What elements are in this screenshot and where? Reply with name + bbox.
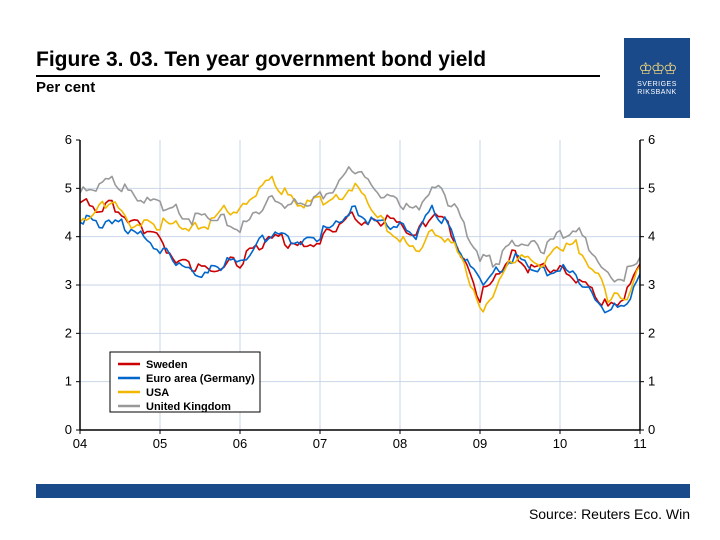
svg-text:06: 06 [233, 436, 247, 451]
crown-icon: ♔♔♔ [638, 59, 675, 79]
svg-text:5: 5 [65, 180, 72, 195]
figure-subtitle: Per cent [36, 79, 600, 96]
svg-text:10: 10 [553, 436, 567, 451]
svg-text:2: 2 [65, 325, 72, 340]
logo-line2: RIKSBANK [637, 89, 676, 96]
svg-text:4: 4 [65, 229, 72, 244]
svg-text:05: 05 [153, 436, 167, 451]
svg-text:United Kingdom: United Kingdom [146, 401, 231, 413]
riksbank-logo: ♔♔♔ SVERIGES RIKSBANK [624, 38, 690, 118]
svg-text:5: 5 [648, 180, 655, 195]
svg-text:0: 0 [65, 422, 72, 437]
svg-text:07: 07 [313, 436, 327, 451]
svg-text:4: 4 [648, 229, 655, 244]
svg-text:0: 0 [648, 422, 655, 437]
svg-text:08: 08 [393, 436, 407, 451]
svg-text:USA: USA [146, 387, 169, 399]
svg-text:Sweden: Sweden [146, 359, 188, 371]
logo-line1: SVERIGES [637, 81, 677, 88]
figure-title: Figure 3. 03. Ten year government bond y… [36, 48, 600, 77]
footer-bar [36, 484, 690, 498]
svg-text:6: 6 [65, 132, 72, 147]
svg-text:09: 09 [473, 436, 487, 451]
svg-text:1: 1 [648, 374, 655, 389]
svg-text:04: 04 [73, 436, 87, 451]
svg-text:3: 3 [648, 277, 655, 292]
svg-text:Euro area (Germany): Euro area (Germany) [146, 373, 255, 385]
chart-svg: 001122334455660405060708091011SwedenEuro… [50, 130, 670, 460]
source-label: Source: Reuters Eco. Win [529, 506, 690, 522]
svg-text:2: 2 [648, 325, 655, 340]
bond-yield-chart: 001122334455660405060708091011SwedenEuro… [50, 130, 670, 460]
svg-text:6: 6 [648, 132, 655, 147]
svg-text:11: 11 [633, 436, 647, 451]
svg-text:3: 3 [65, 277, 72, 292]
svg-text:1: 1 [65, 374, 72, 389]
